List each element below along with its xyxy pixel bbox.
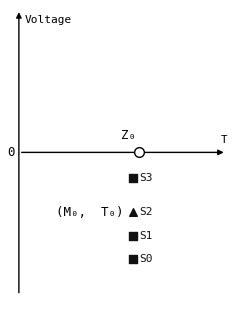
Point <box>131 210 135 215</box>
Point <box>131 233 135 238</box>
Point <box>131 176 135 181</box>
Text: S0: S0 <box>139 254 153 264</box>
Text: Z₀: Z₀ <box>122 129 136 142</box>
Point <box>131 257 135 262</box>
Text: S1: S1 <box>139 231 153 241</box>
Text: 0: 0 <box>7 146 15 159</box>
Text: S2: S2 <box>139 207 153 217</box>
Text: S3: S3 <box>139 174 153 183</box>
Text: Voltage: Voltage <box>25 15 72 25</box>
Text: (M₀,  T₀): (M₀, T₀) <box>56 206 124 219</box>
Text: T: T <box>221 135 228 145</box>
